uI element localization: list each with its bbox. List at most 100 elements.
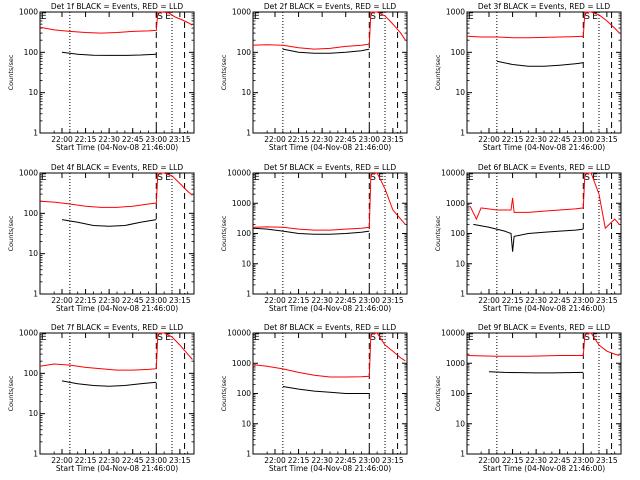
chart-panel: Det 4f BLACK = Events, RED = LLD Counts/s… <box>7 163 195 313</box>
y-tick-label: 100 <box>451 389 466 398</box>
chart-title: Det 5f BLACK = Events, RED = LLD <box>264 163 397 172</box>
x-tick-label: 23:00 <box>358 135 380 144</box>
y-tick-label: 100 <box>24 48 39 57</box>
x-axis-label: Start Time (04-Nov-08 21:46:00) <box>56 464 178 473</box>
events-series-line <box>282 48 370 54</box>
events-series-line <box>61 219 157 227</box>
chart-panel: Det 5f BLACK = Events, RED = LLD Counts/s… <box>220 163 408 313</box>
marker-e-label: E <box>41 12 47 22</box>
marker-s-label: S <box>370 173 376 183</box>
x-tick-label: 23:15 <box>382 296 404 305</box>
y-tick-label: 1 <box>460 129 465 138</box>
chart-title: Det 4f BLACK = Events, RED = LLD <box>51 163 184 172</box>
y-tick-label: 1 <box>33 129 38 138</box>
y-tick-label: 100 <box>451 229 466 238</box>
plot-frame <box>252 11 408 134</box>
marker-s-label: S <box>157 173 163 183</box>
y-axis-label: Counts/sec <box>434 54 442 90</box>
events-series-line <box>61 51 157 56</box>
y-tick-label: 1 <box>33 450 38 459</box>
x-tick-label: 22:45 <box>335 296 357 305</box>
marker-e-label: E <box>592 333 598 343</box>
y-tick-label: 100 <box>24 369 39 378</box>
x-tick-label: 23:15 <box>382 135 404 144</box>
x-tick-label: 22:15 <box>502 296 524 305</box>
y-axis-label: Counts/sec <box>7 215 15 251</box>
y-tick-label: 10 <box>28 409 38 418</box>
lld-series-line <box>466 332 620 357</box>
x-tick-label: 23:15 <box>596 456 618 465</box>
x-tick-label: 22:45 <box>122 456 144 465</box>
chart-title: Det 7f BLACK = Events, RED = LLD <box>51 323 184 332</box>
marker-e-label: E <box>592 173 598 183</box>
x-tick-label: 22:45 <box>549 296 571 305</box>
x-tick-label: 22:45 <box>549 456 571 465</box>
y-axis-label: Counts/sec <box>220 375 228 411</box>
y-tick-label: 10 <box>455 259 465 268</box>
chart-panel: Det 2f BLACK = Events, RED = LLD Counts/s… <box>220 2 408 152</box>
x-tick-label: 23:15 <box>596 296 618 305</box>
marker-e-label: E <box>165 173 171 183</box>
events-series-line <box>496 60 584 67</box>
y-tick-label: 10000 <box>441 329 465 338</box>
x-tick-label: 22:30 <box>98 296 120 305</box>
y-tick-label: 10000 <box>227 169 251 178</box>
y-tick-label: 10 <box>241 259 251 268</box>
y-tick-label: 10000 <box>441 169 465 178</box>
plot-frame <box>39 11 195 134</box>
x-tick-label: 23:15 <box>596 135 618 144</box>
y-axis-label: Counts/sec <box>7 54 15 90</box>
x-tick-label: 22:45 <box>335 135 357 144</box>
lld-series-line <box>466 11 620 39</box>
marker-s-label: S <box>370 333 376 343</box>
y-tick-label: 1000 <box>19 329 38 338</box>
x-tick-label: 22:45 <box>122 296 144 305</box>
y-tick-label: 10 <box>455 88 465 97</box>
y-tick-label: 100 <box>237 48 252 57</box>
chart-title: Det 8f BLACK = Events, RED = LLD <box>264 323 397 332</box>
marker-e-label: E <box>41 173 47 183</box>
x-tick-label: 22:00 <box>264 456 286 465</box>
marker-e-label: E <box>468 173 474 183</box>
y-tick-label: 10 <box>28 249 38 258</box>
x-tick-label: 22:15 <box>75 456 97 465</box>
plot-frame <box>252 332 408 455</box>
y-tick-label: 1000 <box>232 8 251 17</box>
lld-series-line <box>252 172 406 231</box>
x-tick-label: 23:15 <box>382 456 404 465</box>
x-tick-label: 22:30 <box>311 296 333 305</box>
x-axis-label: Start Time (04-Nov-08 21:46:00) <box>56 143 178 152</box>
x-tick-label: 22:15 <box>75 135 97 144</box>
x-tick-label: 23:15 <box>169 296 191 305</box>
marker-s-label: S <box>157 333 163 343</box>
marker-s-label: S <box>157 12 163 22</box>
x-tick-label: 22:00 <box>51 135 73 144</box>
x-tick-label: 22:00 <box>478 456 500 465</box>
chart-title: Det 1f BLACK = Events, RED = LLD <box>51 2 184 11</box>
y-tick-label: 1 <box>33 290 38 299</box>
y-tick-label: 1000 <box>446 359 465 368</box>
y-tick-label: 1000 <box>19 169 38 178</box>
y-tick-label: 1000 <box>446 199 465 208</box>
chart-panel: Det 1f BLACK = Events, RED = LLD Counts/s… <box>7 2 195 152</box>
x-tick-label: 22:30 <box>311 456 333 465</box>
marker-e-label: E <box>254 12 260 22</box>
chart-panel: Det 8f BLACK = Events, RED = LLD Counts/s… <box>220 323 408 473</box>
events-series-line <box>282 386 370 394</box>
chart-title: Det 6f BLACK = Events, RED = LLD <box>478 163 611 172</box>
x-tick-label: 22:00 <box>478 135 500 144</box>
lld-series-line <box>39 172 193 208</box>
y-tick-label: 100 <box>237 389 252 398</box>
x-tick-label: 22:00 <box>51 296 73 305</box>
y-tick-label: 1000 <box>232 359 251 368</box>
x-tick-label: 23:00 <box>358 456 380 465</box>
y-tick-label: 1 <box>246 129 251 138</box>
x-tick-label: 23:00 <box>358 296 380 305</box>
x-tick-label: 23:00 <box>145 296 167 305</box>
marker-e-label: E <box>254 333 260 343</box>
x-tick-label: 22:30 <box>311 135 333 144</box>
plot-frame <box>466 11 622 134</box>
y-axis-label: Counts/sec <box>220 215 228 251</box>
x-tick-label: 23:15 <box>169 135 191 144</box>
y-axis-label: Counts/sec <box>220 54 228 90</box>
